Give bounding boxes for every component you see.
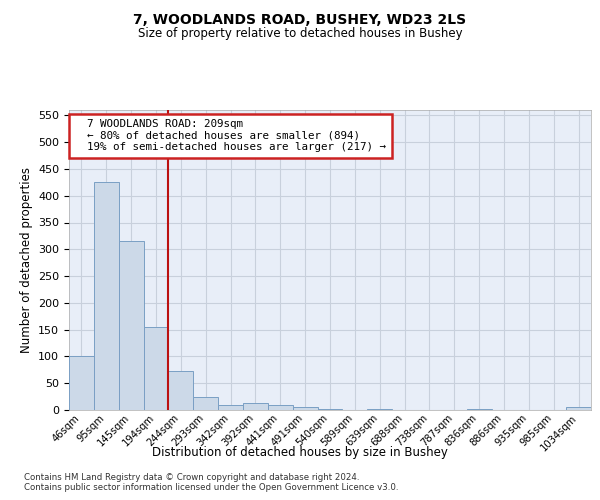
Bar <box>566 408 591 410</box>
Bar <box>218 404 243 410</box>
Bar <box>94 182 119 410</box>
Text: Contains HM Land Registry data © Crown copyright and database right 2024.: Contains HM Land Registry data © Crown c… <box>24 472 359 482</box>
Y-axis label: Number of detached properties: Number of detached properties <box>20 167 32 353</box>
Bar <box>268 404 293 410</box>
Text: Size of property relative to detached houses in Bushey: Size of property relative to detached ho… <box>137 28 463 40</box>
Bar <box>69 356 94 410</box>
Text: Distribution of detached houses by size in Bushey: Distribution of detached houses by size … <box>152 446 448 459</box>
Text: Contains public sector information licensed under the Open Government Licence v3: Contains public sector information licen… <box>24 484 398 492</box>
Bar <box>119 242 143 410</box>
Bar <box>193 396 218 410</box>
Bar <box>293 408 317 410</box>
Bar <box>169 372 193 410</box>
Bar <box>143 327 169 410</box>
Bar <box>243 402 268 410</box>
Text: 7 WOODLANDS ROAD: 209sqm
  ← 80% of detached houses are smaller (894)
  19% of s: 7 WOODLANDS ROAD: 209sqm ← 80% of detach… <box>74 119 386 152</box>
Text: 7, WOODLANDS ROAD, BUSHEY, WD23 2LS: 7, WOODLANDS ROAD, BUSHEY, WD23 2LS <box>133 12 467 26</box>
